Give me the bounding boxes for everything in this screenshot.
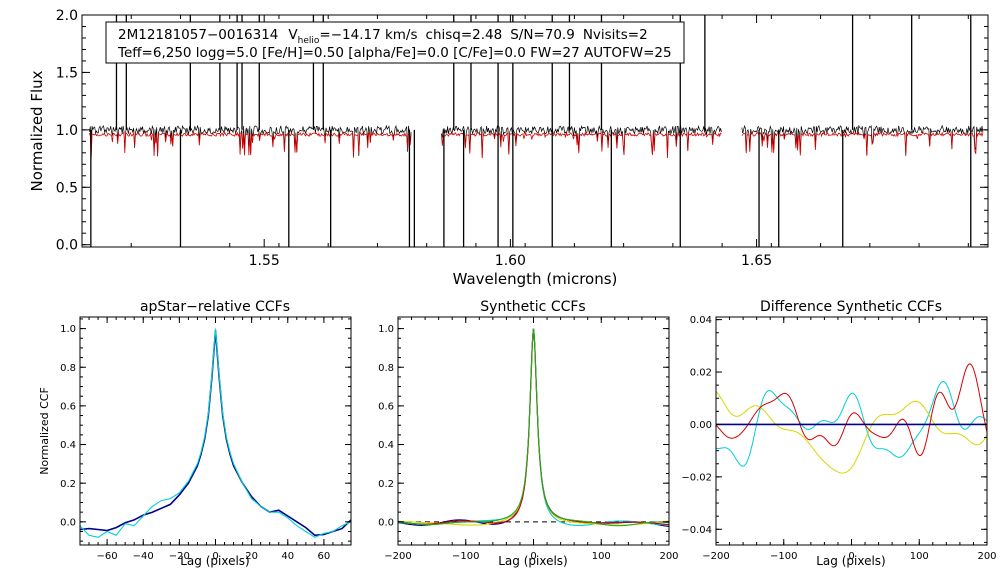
synthetic-ccf-xtick-label: −100: [452, 551, 479, 562]
synthetic-ccf-ytick-label: 0.8: [378, 363, 394, 374]
spectrum-ytick-label: 0.5: [56, 180, 78, 196]
synthetic-ccf-ytick-label: 0.4: [378, 440, 394, 451]
spectrum-ytick-label: 0.0: [56, 238, 78, 254]
difference-ccf-xtick-label: −200: [702, 551, 729, 562]
spectrum-annotation: 2M12181057−0016314 Vhelio=−14.17 km/s chis…: [105, 21, 685, 64]
synthetic-ccf-title: Synthetic CCFs: [480, 299, 585, 315]
spectrum-axes: 1.55 1.60 1.65 0.0 0.5 1.0 1.5 2.0: [56, 8, 988, 269]
spectrum-xtick-label: 1.60: [495, 253, 526, 269]
apstar-ccf-ytick-label: 0.8: [60, 363, 76, 374]
annotation-params: Teff=6,250 logg=5.0 [Fe/H]=0.50 [alpha/F…: [117, 45, 672, 61]
difference-ccf-xtick-label: 200: [977, 551, 996, 562]
spectrum-xtick-label: 1.55: [249, 253, 280, 269]
annotation-object: 2M12181057−0016314: [118, 27, 278, 43]
spectrum-frame: [81, 14, 989, 248]
apstar-ccf-ytick-label: 1.0: [60, 324, 76, 335]
synthetic-ccf-series-3: [398, 328, 670, 526]
apstar-ccf-xtick-label: 60: [318, 551, 331, 562]
apstar-ccf-ytick-label: 0.2: [60, 479, 76, 490]
apstar-ccf-xtick-label: 0: [212, 551, 218, 562]
apstar-ccf-series-0: [79, 330, 352, 537]
spectrum-ytick-label: 1.0: [56, 123, 78, 139]
apstar-ccf-ytick-label: 0.6: [60, 401, 76, 412]
spectrum-observed-segment: [441, 124, 722, 158]
synthetic-ccf-axes: −200 −100 0 100 200 0.0 0.2 0.4 0.6 0.8 1.0: [378, 317, 679, 562]
apstar-ccf-xtick-label: −20: [169, 551, 190, 562]
difference-ccf-axes: −200 −100 0 100 200 −0.04 −0.02 0.00 0.02 0.04: [681, 315, 996, 562]
spectrum-xlabel: Wavelength (microns): [453, 270, 618, 288]
synthetic-ccf-xtick-label: 0: [530, 551, 536, 562]
difference-ccf-xlabel: Lag (pixels): [816, 554, 886, 568]
annotation-vhelio-symbol: V: [288, 27, 298, 43]
difference-ccf-ytick-label: 0.04: [690, 315, 712, 326]
annotation-box: [105, 21, 685, 64]
spectrum-ylabel: Normalized Flux: [28, 70, 46, 191]
synthetic-ccf-xtick-label: −200: [384, 551, 411, 562]
difference-ccf-xtick-label: −100: [770, 551, 797, 562]
annotation-vhelio-sub: helio: [298, 36, 320, 46]
difference-ccf-series-0: [715, 381, 988, 467]
spectrum-model-segment: [741, 131, 984, 156]
apstar-ccf-ylabel: Normalized CCF: [38, 387, 51, 475]
annotation-line-1: 2M12181057−0016314 Vhelio=−14.17 km/s chis…: [118, 27, 648, 46]
apstar-ccf-xtick-label: −40: [133, 551, 154, 562]
synthetic-ccf-series-4: [397, 328, 670, 527]
synthetic-ccf-xtick-label: 200: [659, 551, 678, 562]
difference-ccf-frame: [715, 316, 988, 546]
difference-ccf-series-2: [715, 363, 988, 457]
difference-ccf-xtick-label: 0: [848, 551, 854, 562]
difference-ccf-ytick-label: 0.02: [690, 368, 712, 379]
spectrum-model-segment: [441, 131, 722, 159]
apstar-ccf-axes: −60 −40 −20 0 20 40 60 0.0 0.2 0.4 0.6 0.8 1.0: [60, 317, 352, 562]
annotation-chisq: chisq=2.48: [426, 27, 503, 43]
synthetic-ccf-xlabel: Lag (pixels): [498, 554, 568, 568]
difference-ccf-series-1: [715, 391, 988, 474]
difference-ccf-ytick-label: 0.00: [690, 420, 712, 431]
apstar-ccf-series-1: [79, 328, 352, 538]
difference-ccf-ytick-label: −0.02: [681, 472, 712, 483]
difference-ccf-panel: Difference Synthetic CCFs −200 −100 0 100 20…: [681, 299, 996, 568]
annotation-nvisits: Nvisits=2: [583, 27, 648, 43]
synthetic-ccf-ytick-label: 0.2: [378, 479, 394, 490]
synthetic-ccf-ytick-label: 1.0: [378, 324, 394, 335]
synthetic-ccf-series-0: [397, 328, 670, 527]
apstar-ccf-xlabel: Lag (pixels): [180, 554, 250, 568]
synthetic-ccf-xtick-label: 100: [592, 551, 611, 562]
apstar-ccf-plot-area: [79, 328, 352, 538]
synthetic-ccf-ytick-label: 0.6: [378, 401, 394, 412]
synthetic-ccf-series-1: [397, 328, 669, 526]
spectrum-xtick-label: 1.65: [741, 253, 772, 269]
apstar-ccf-ytick-label: 0.0: [60, 517, 76, 528]
synthetic-ccf-frame: [397, 316, 670, 546]
apstar-ccf-xtick-label: −60: [97, 551, 118, 562]
apstar-ccf-panel: apStar−relative CCFs −60 −40 −20 0 20 40 60 0.0…: [38, 299, 352, 568]
synthetic-ccf-ytick-label: 0.0: [378, 517, 394, 528]
apstar-ccf-xtick-label: 20: [245, 551, 258, 562]
apstar-ccf-ytick-label: 0.4: [60, 440, 76, 451]
annotation-snr: S/N=70.9: [510, 27, 575, 43]
difference-ccf-xtick-label: 100: [910, 551, 929, 562]
spectrum-ytick-label: 1.5: [56, 65, 78, 81]
difference-ccf-ytick-label: −0.04: [681, 525, 712, 536]
annotation-vhelio-value: =−14.17 km/s: [319, 27, 417, 43]
spectrum-observed-segment: [741, 124, 984, 156]
synthetic-ccf-panel: Synthetic CCFs −200 −100 0 100 200 0.0 0.2 0.4 0…: [378, 299, 678, 568]
synthetic-ccf-plot-area: [397, 328, 670, 527]
difference-ccf-plot-area: [715, 363, 988, 474]
apstar-ccf-title: apStar−relative CCFs: [140, 299, 290, 315]
synthetic-ccf-series-2: [397, 328, 669, 526]
spectrum-panel: 1.55 1.60 1.65 0.0 0.5 1.0 1.5 2.0 2M12181057−0…: [28, 8, 989, 288]
apstar-ccf-xtick-label: 40: [281, 551, 294, 562]
apstar-ccf-frame: [79, 316, 352, 546]
spectrum-model-segment: [89, 131, 412, 159]
spectrum-ytick-label: 2.0: [56, 8, 78, 24]
difference-ccf-title: Difference Synthetic CCFs: [760, 299, 942, 315]
